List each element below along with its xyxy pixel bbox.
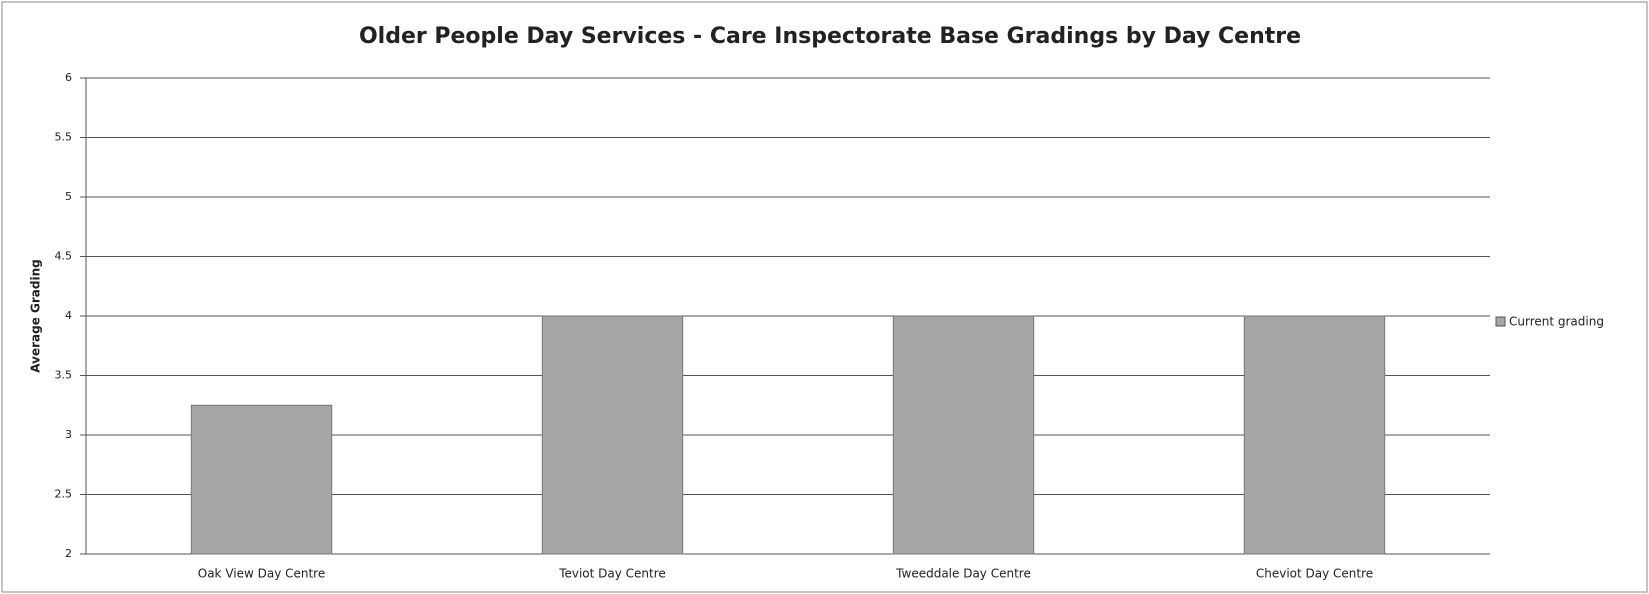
x-tick-label: Oak View Day Centre [198,567,326,581]
y-tick-label: 4.5 [55,250,73,263]
y-axis-label: Average Grading [29,259,43,372]
bar [190,404,333,555]
y-tick-label: 3 [65,428,72,441]
chart-title: Older People Day Services - Care Inspect… [359,24,1301,49]
y-tick-label: 4 [65,309,72,322]
y-tick-label: 2.5 [55,488,73,501]
bar [892,315,1035,555]
x-tick-label: Teviot Day Centre [558,567,666,581]
legend-label: Current grading [1509,315,1604,329]
y-tick-label: 3.5 [55,369,73,382]
bar [1243,315,1386,555]
bar [541,315,684,555]
y-tick-label: 5.5 [55,131,73,144]
y-tick-label: 2 [65,547,72,560]
legend-swatch [1495,316,1506,327]
y-tick-label: 6 [65,71,72,84]
y-tick-label: 5 [65,190,72,203]
x-tick-label: Cheviot Day Centre [1256,567,1373,581]
x-tick-label: Tweeddale Day Centre [895,567,1031,581]
